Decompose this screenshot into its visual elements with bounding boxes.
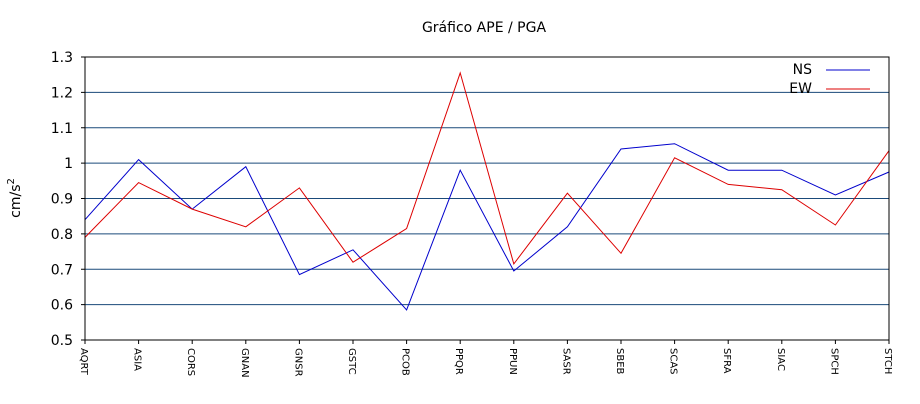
x-tick-label: ASIA bbox=[132, 348, 143, 371]
y-tick-label: 1 bbox=[64, 156, 73, 172]
x-tick-label: PPQR bbox=[453, 348, 464, 375]
gridlines bbox=[81, 56, 889, 341]
x-tick-label: PPUN bbox=[507, 348, 518, 375]
x-tick-label: PCOB bbox=[400, 348, 411, 376]
x-tick-label: AQRT bbox=[78, 348, 89, 376]
x-tick-label: SPCH bbox=[828, 348, 839, 375]
y-tick-label: 1.3 bbox=[51, 50, 73, 66]
y-tick-label: 0.7 bbox=[51, 262, 73, 278]
y-tick-label: 1.2 bbox=[51, 85, 73, 101]
series-lines bbox=[84, 71, 890, 311]
x-tick-label: SCAS bbox=[668, 348, 679, 375]
y-tick-label: 1.1 bbox=[51, 121, 73, 137]
x-tick-label: GNAN bbox=[239, 348, 250, 378]
plot-frame bbox=[84, 56, 890, 341]
y-axis-label: cm/s2 bbox=[6, 178, 24, 218]
x-tick-label: STCH bbox=[882, 348, 893, 374]
x-tick-label: CORS bbox=[185, 348, 196, 376]
series-line-ew bbox=[84, 71, 890, 266]
y-tick-label: 0.8 bbox=[51, 227, 73, 243]
y-tick-labels: 0.5 0.6 0.7 0.8 0.9 1 1.1 1.2 1.3 bbox=[51, 50, 73, 349]
x-tick-label: SIAC bbox=[775, 348, 786, 371]
y-tick-label: 0.5 bbox=[51, 333, 73, 349]
chart-title: Gráfico APE / PGA bbox=[422, 20, 546, 36]
legend: NS EW bbox=[789, 62, 870, 97]
x-tick-label: SFRA bbox=[721, 348, 732, 374]
x-tick-labels: AQRT ASIA CORS GNAN GNSR GSTC PCOB PPQR PPUN SASR… bbox=[78, 340, 893, 378]
y-tick-label: 0.6 bbox=[51, 298, 73, 314]
x-tick-label: GSTC bbox=[346, 348, 357, 375]
x-tick-label: SBEB bbox=[614, 348, 625, 375]
series-line-ns bbox=[84, 143, 890, 311]
legend-label-ew: EW bbox=[789, 81, 812, 97]
x-tick-label: SASR bbox=[560, 348, 571, 375]
legend-label-ns: NS bbox=[793, 62, 812, 78]
x-tick-label: GNSR bbox=[292, 348, 303, 377]
y-tick-label: 0.9 bbox=[51, 192, 73, 208]
